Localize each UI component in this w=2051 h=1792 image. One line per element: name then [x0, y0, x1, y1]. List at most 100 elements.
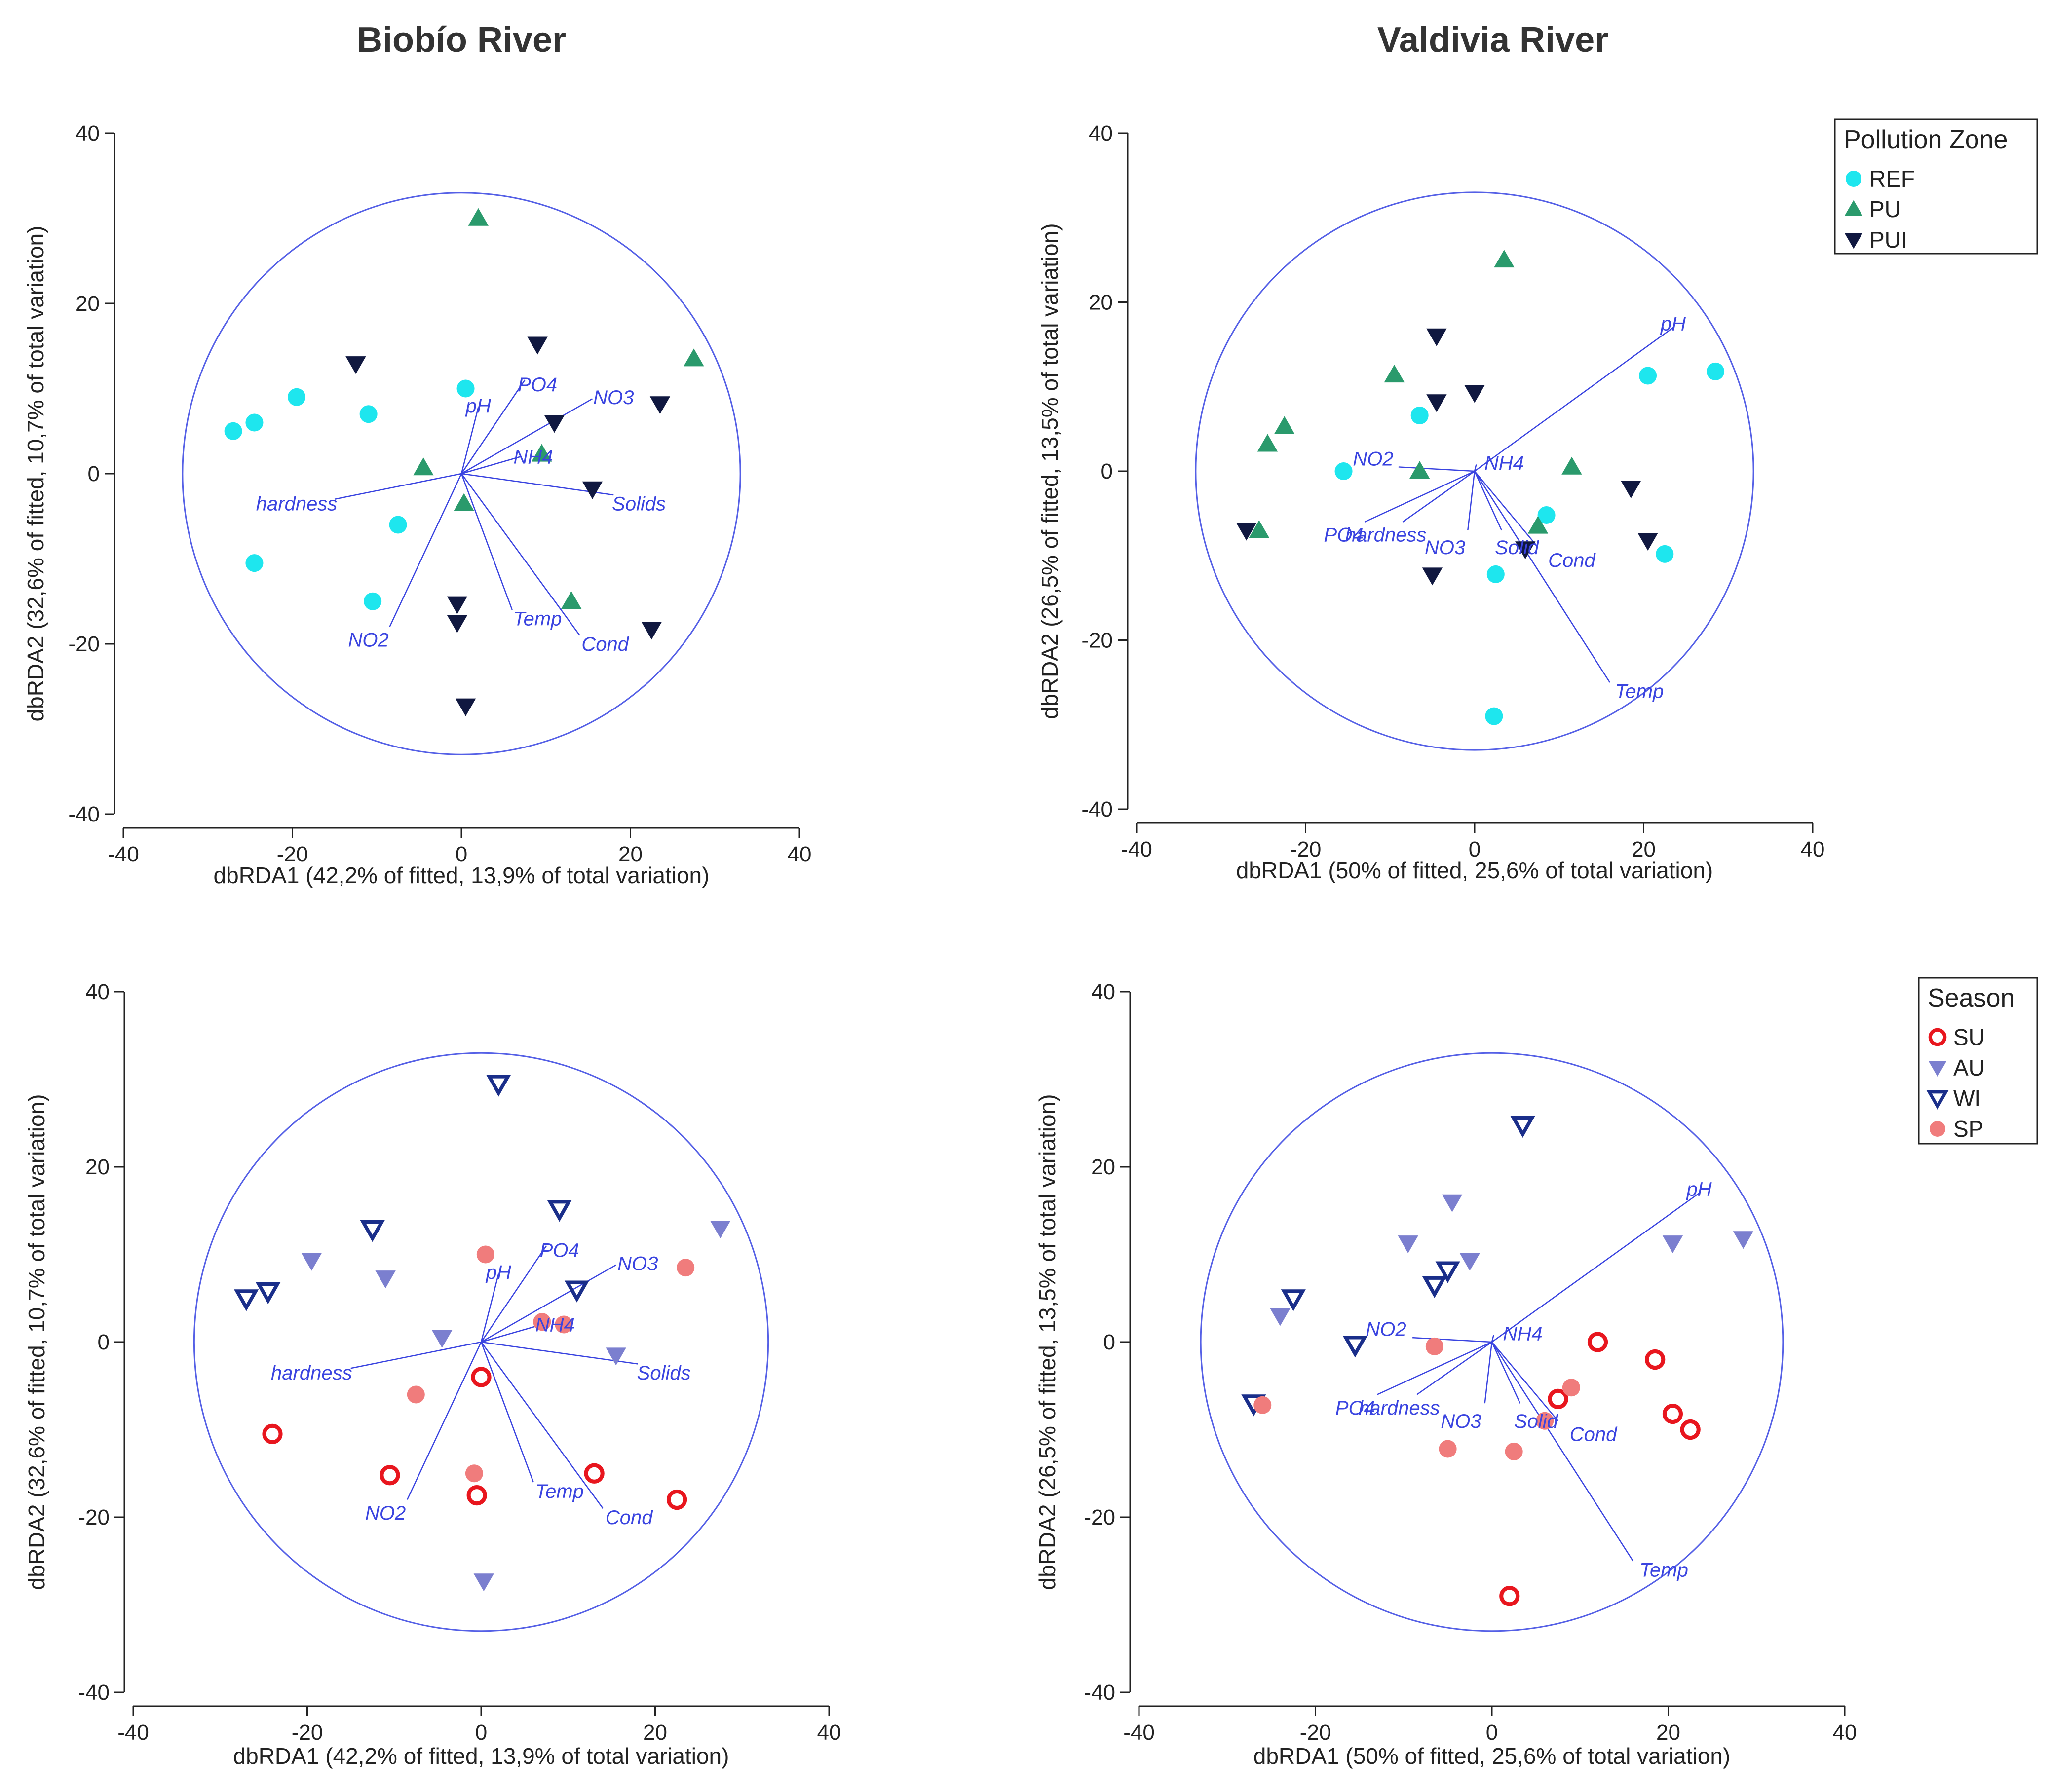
legend-box	[1834, 118, 2038, 255]
point-ref	[1707, 362, 1725, 380]
vector-label-no2: NO2	[365, 1502, 406, 1524]
point-pu	[531, 444, 552, 462]
point-sp	[1562, 1379, 1580, 1397]
point-pui	[1422, 567, 1443, 586]
point-pu	[1249, 520, 1270, 538]
point-su	[471, 1367, 492, 1387]
point-au	[1733, 1231, 1754, 1249]
vector-ph	[480, 1273, 499, 1343]
vector-nh4	[461, 456, 521, 475]
point-ref	[1485, 707, 1503, 725]
vector-label-nh4: NH4	[535, 1314, 575, 1336]
legend-marker-wi	[1926, 1090, 1949, 1110]
chart-valdivia-zone: -40 -20 0 20 40 -40 -20 0 20 40 dbRDA1 (50% of fit…	[1037, 118, 2038, 883]
legend-marker-ref	[1846, 171, 1861, 187]
vector-label-po4: PO4	[518, 374, 557, 396]
vector-po4	[480, 1245, 547, 1343]
point-pu	[1274, 416, 1295, 434]
legend-label-au: AU	[1953, 1055, 1985, 1081]
point-sp	[1439, 1440, 1457, 1458]
point-wi	[547, 1200, 572, 1222]
x-tick-label: -20	[292, 1720, 323, 1745]
legend-marker-pu	[1844, 200, 1863, 216]
x-tick-label: 20	[643, 1720, 667, 1745]
point-pui	[1621, 480, 1641, 498]
point-pu	[1257, 434, 1278, 452]
vector-nh4	[1491, 1335, 1494, 1343]
vector-hardness	[1402, 470, 1475, 523]
vector-label-ph: pH	[1660, 313, 1686, 335]
legend-label-ref: REF	[1869, 166, 1915, 191]
point-pu	[454, 493, 474, 511]
point-pui	[1426, 328, 1447, 346]
legend-label-pui: PUI	[1869, 227, 1907, 253]
x-tick-label: 0	[1469, 837, 1481, 861]
vector-label-cond: Cond	[581, 634, 629, 655]
chart-valdivia-season: -40 -20 0 20 40 -40 -20 0 20 40 dbRDA1 (50% of fit…	[1034, 977, 2038, 1769]
title-valdivia: Valdivia River	[1377, 20, 1609, 60]
vector-no2	[1398, 466, 1475, 472]
point-pui	[544, 415, 565, 433]
vector-no3	[1467, 471, 1476, 531]
point-pui	[345, 356, 366, 374]
point-su	[1645, 1349, 1666, 1370]
point-wi	[234, 1289, 259, 1311]
correlation-circle	[1200, 1052, 1784, 1632]
y-tick-label: -40	[1084, 1680, 1115, 1705]
point-au	[473, 1573, 494, 1592]
vector-label-no3: NO3	[1425, 537, 1465, 559]
point-sp	[533, 1313, 551, 1331]
vector-po4	[460, 379, 526, 474]
point-pui	[527, 336, 548, 355]
legend-title: Season	[1928, 984, 2014, 1012]
vector-label-ph: pH	[486, 1262, 511, 1283]
vector-no3	[1484, 1342, 1493, 1404]
point-ref	[389, 516, 407, 534]
x-tick-label: 40	[817, 1720, 841, 1745]
y-axis-label: dbRDA2 (32,6% of fitted, 10,7% of total …	[24, 1094, 49, 1590]
point-au	[1662, 1235, 1683, 1254]
vector-nh4	[481, 1324, 542, 1343]
y-tick-label: 0	[98, 1330, 110, 1354]
x-tick-label: 0	[456, 842, 467, 866]
x-tick-label: -40	[108, 842, 139, 866]
point-sp	[1536, 1412, 1554, 1430]
correlation-circle	[1195, 191, 1754, 751]
point-pui	[447, 596, 468, 614]
vector-hardness	[1416, 1341, 1492, 1395]
point-wi	[1342, 1336, 1368, 1358]
point-au	[431, 1330, 453, 1348]
x-tick-label: 20	[1632, 837, 1656, 861]
vector-label-no2: NO2	[348, 629, 389, 651]
x-axis-label: dbRDA1 (50% of fitted, 25,6% of total va…	[1236, 858, 1713, 883]
vector-label-cond: Cond	[1570, 1423, 1618, 1445]
point-wi	[486, 1075, 511, 1097]
y-tick-label: 20	[85, 1155, 110, 1179]
y-tick-label: -20	[1084, 1505, 1115, 1530]
y-tick-label: 20	[1089, 291, 1113, 315]
point-pui	[1464, 385, 1485, 403]
correlation-circle	[193, 1052, 769, 1632]
vector-cond	[1474, 471, 1539, 548]
vector-label-nh4: NH4	[1484, 452, 1524, 474]
y-tick-label: -40	[68, 802, 100, 826]
point-ref	[359, 405, 378, 423]
vector-solid	[1474, 471, 1502, 531]
vector-label-solids: Solids	[637, 1362, 691, 1384]
point-ref	[245, 554, 264, 572]
vector-no2	[407, 1342, 482, 1500]
legend-label-pu: PU	[1869, 196, 1901, 222]
vector-cond	[460, 473, 580, 636]
point-pu	[1384, 365, 1405, 383]
point-su	[584, 1463, 605, 1484]
point-pui	[582, 481, 603, 499]
y-tick-label: 0	[1103, 1330, 1115, 1354]
x-tick-label: -40	[1123, 1720, 1155, 1745]
point-au	[1398, 1235, 1418, 1254]
point-pu	[684, 348, 704, 367]
point-ref	[1486, 565, 1505, 583]
vector-temp	[480, 1342, 534, 1483]
y-tick-label: -40	[1081, 797, 1113, 821]
point-wi	[1435, 1261, 1460, 1283]
x-tick-label: -20	[1300, 1720, 1331, 1745]
